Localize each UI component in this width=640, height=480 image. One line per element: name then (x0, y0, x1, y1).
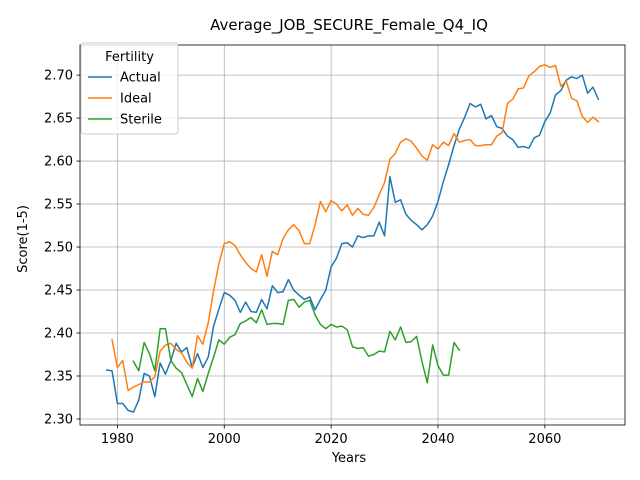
x-axis-title: Years (331, 451, 367, 466)
legend-label-ideal: Ideal (120, 92, 152, 107)
x-tick-label: 2020 (315, 432, 348, 447)
x-tick-label: 2060 (528, 432, 561, 447)
y-tick-label: 2.55 (44, 198, 73, 213)
y-tick-label: 2.35 (44, 369, 73, 384)
y-tick-label: 2.70 (44, 69, 73, 84)
x-tick-label: 2040 (421, 432, 454, 447)
x-tick-label: 1980 (101, 432, 134, 447)
y-axis-title: Score(1-5) (16, 205, 31, 273)
legend: Fertility Actual Ideal Sterile (81, 43, 178, 134)
y-tick-label: 2.50 (44, 241, 73, 256)
y-tick-label: 2.40 (44, 327, 73, 342)
x-tick-label: 2000 (208, 432, 241, 447)
legend-title: Fertility (105, 50, 154, 65)
y-tick-label: 2.60 (44, 155, 73, 170)
chart-title: Average_JOB_SECURE_Female_Q4_IQ (210, 16, 488, 35)
legend-label-sterile: Sterile (120, 113, 162, 128)
legend-label-actual: Actual (120, 71, 161, 86)
y-tick-label: 2.45 (44, 284, 73, 299)
y-tick-label: 2.65 (44, 112, 73, 127)
y-tick-label: 2.30 (44, 412, 73, 427)
